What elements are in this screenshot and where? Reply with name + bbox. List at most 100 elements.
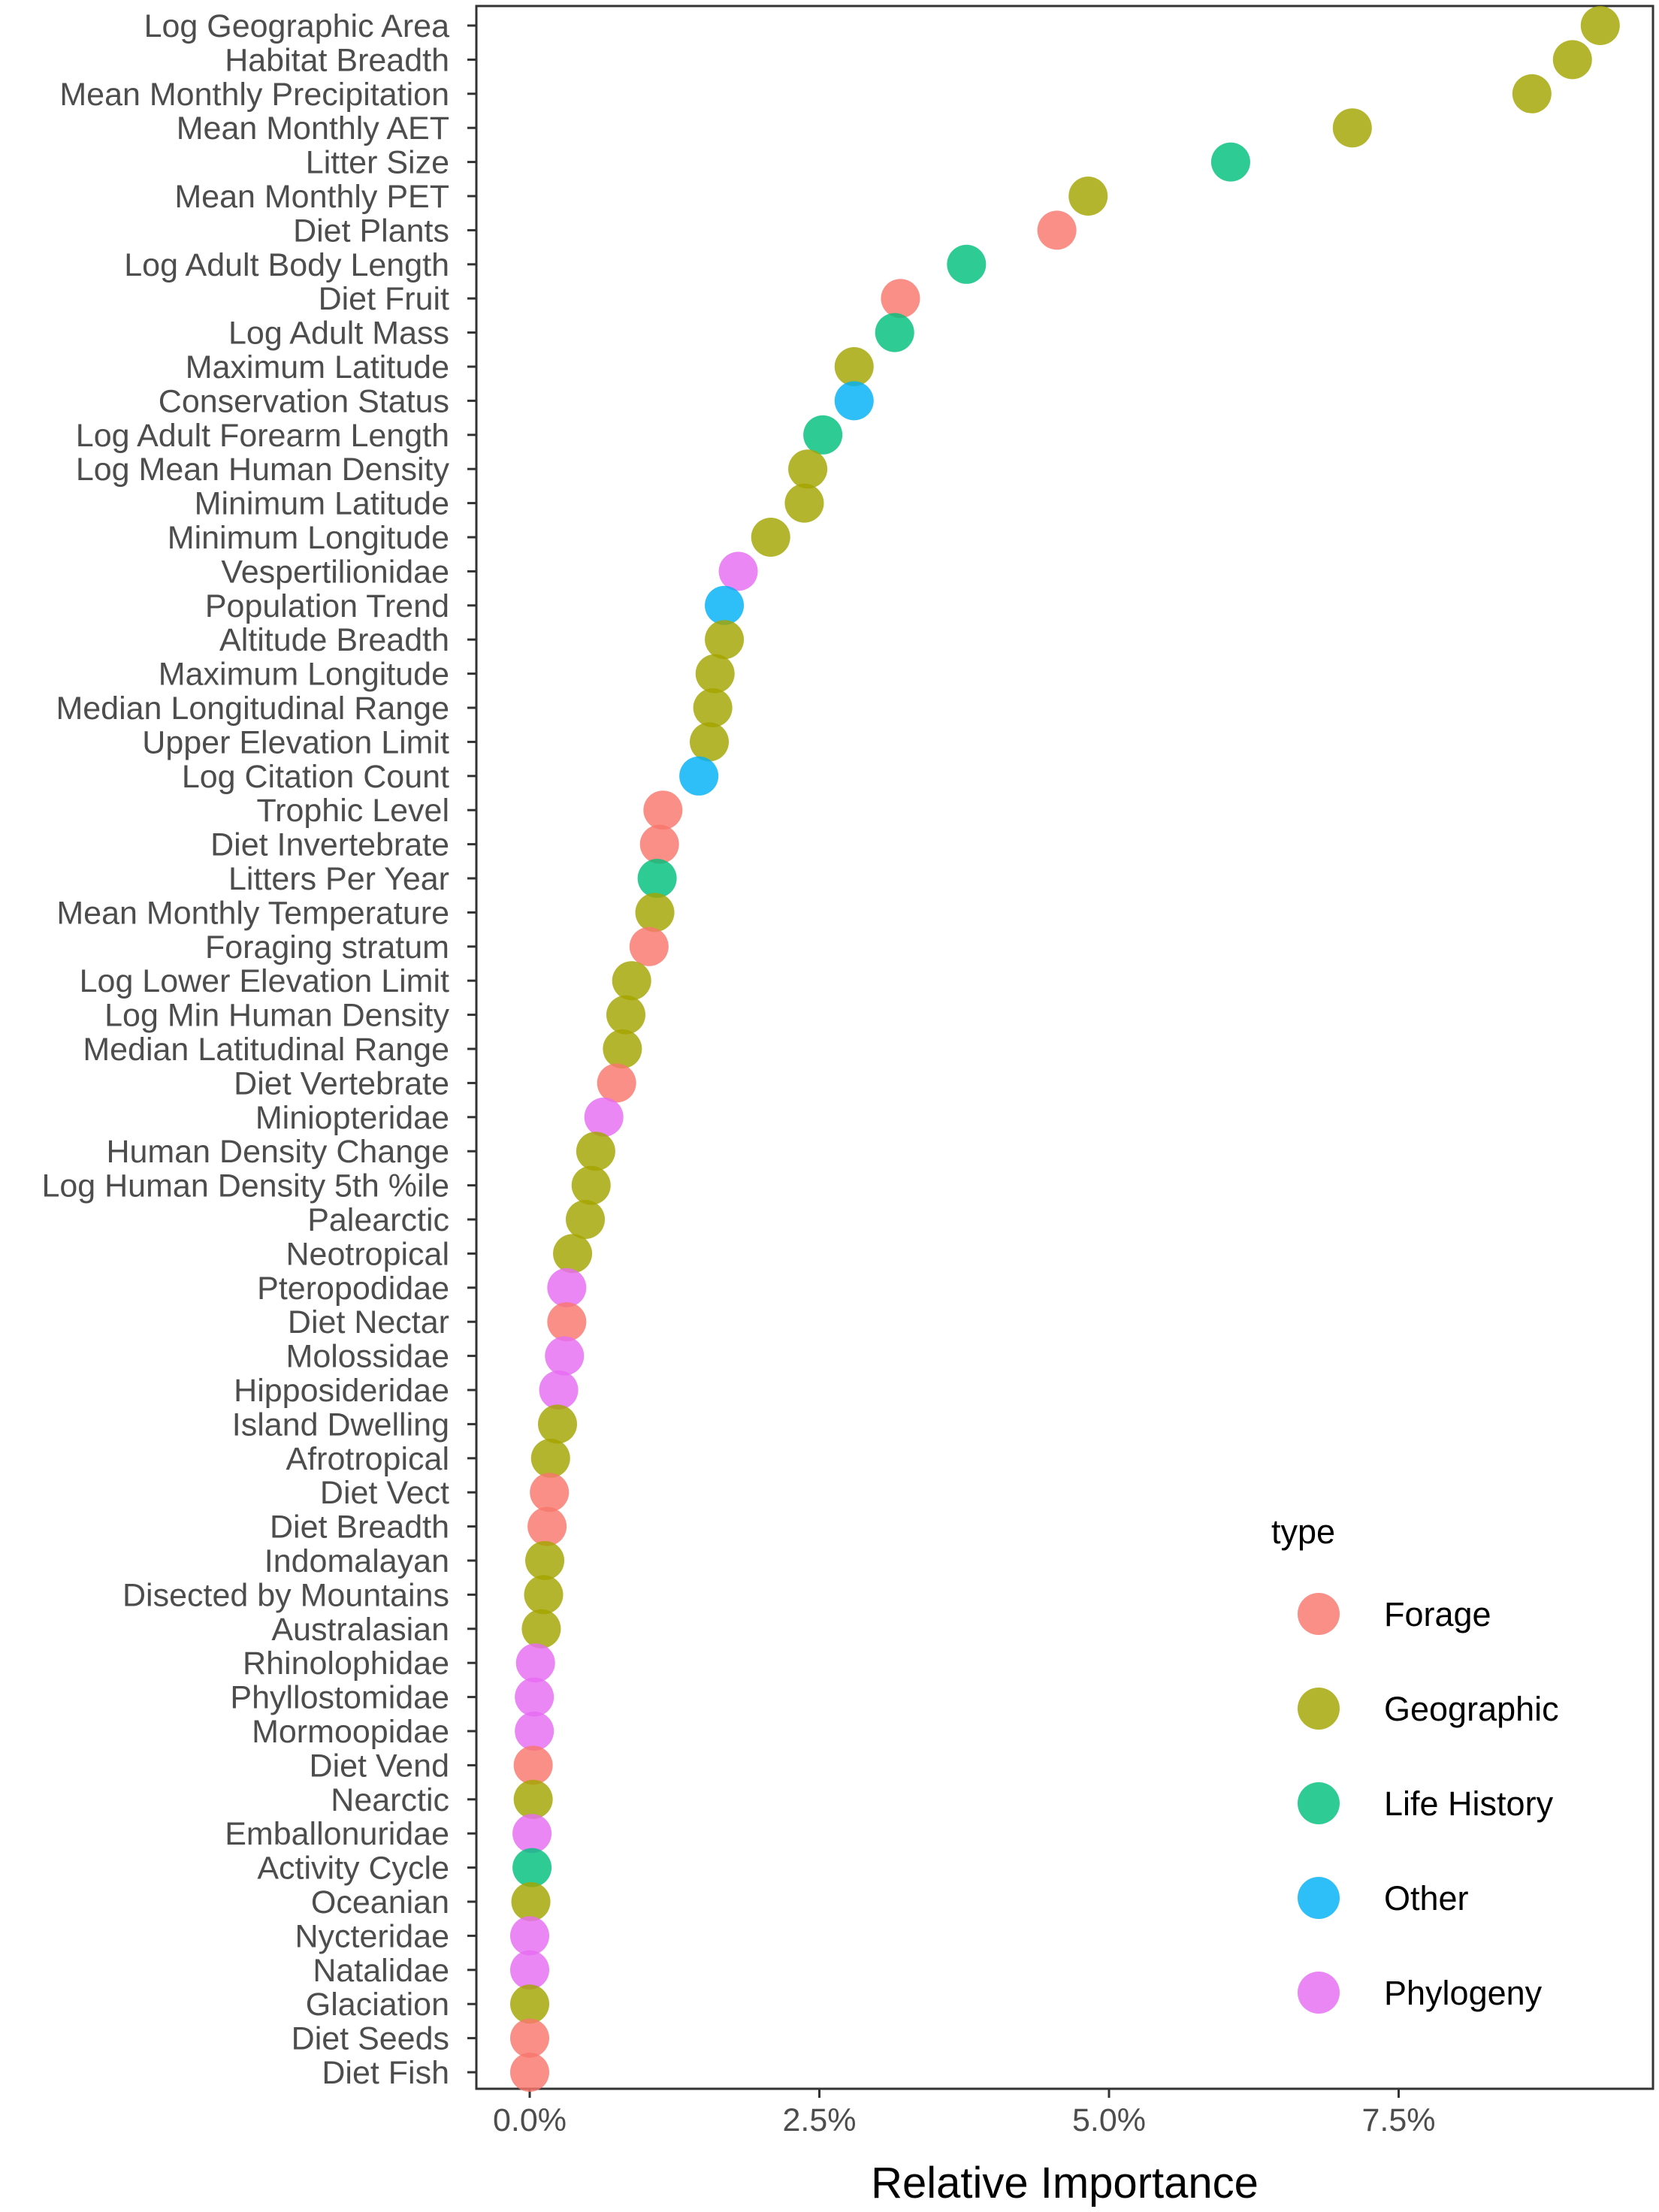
y-tick-label: Palearctic — [307, 1202, 449, 1238]
data-point — [539, 1370, 579, 1410]
data-point — [705, 620, 745, 660]
y-tick-label: Natalidae — [313, 1953, 449, 1989]
data-points — [510, 6, 1620, 2092]
y-tick-label: Minimum Latitude — [195, 486, 449, 522]
data-point — [1552, 40, 1592, 80]
data-point — [705, 585, 745, 625]
legend-label: Geographic — [1384, 1690, 1559, 1728]
legend-label: Other — [1384, 1879, 1469, 1917]
panel-border — [475, 5, 1654, 2090]
y-tick-label: Log Mean Human Density — [76, 452, 450, 488]
y-tick-label: Diet Vend — [310, 1748, 449, 1784]
data-point — [1580, 6, 1620, 45]
data-point — [513, 1745, 553, 1785]
x-axis-labels: 0.0% 2.5% 5.0% 7.5% — [493, 2102, 1436, 2138]
y-tick-label: Diet Vertebrate — [234, 1065, 449, 1101]
data-point — [512, 1848, 552, 1887]
y-tick-label: Median Longitudinal Range — [56, 690, 449, 727]
y-tick-label: Diet Breadth — [270, 1509, 449, 1546]
y-tick-label: Mormoopidae — [252, 1714, 449, 1750]
y-tick-label: Altitude Breadth — [219, 622, 449, 658]
y-tick-label: Indomalayan — [264, 1543, 449, 1579]
x-tick-label: 5.0% — [1072, 2102, 1146, 2138]
x-tick-label: 2.5% — [782, 2102, 856, 2138]
y-tick-label: Log Adult Mass — [228, 316, 449, 352]
y-tick-label: Nearctic — [331, 1782, 449, 1818]
y-tick-label: Maximum Longitude — [159, 657, 449, 693]
y-tick-label: Emballonuridae — [225, 1816, 449, 1852]
legend-key — [1298, 1688, 1340, 1730]
y-tick-label: Mean Monthly Precipitation — [59, 77, 449, 113]
legend-key — [1298, 1877, 1340, 1919]
data-point — [566, 1200, 606, 1239]
y-tick-label: Mean Monthly Temperature — [56, 895, 449, 931]
y-tick-label: Glaciation — [306, 1987, 449, 2023]
data-point — [1512, 74, 1552, 113]
data-point — [510, 1916, 549, 1956]
data-point — [511, 1882, 551, 1921]
y-tick-label: Population Trend — [205, 588, 449, 624]
y-tick-label: Litter Size — [306, 145, 449, 181]
legend-title: type — [1271, 1512, 1335, 1551]
data-point — [545, 1336, 585, 1376]
data-point — [612, 961, 651, 1001]
y-tick-label: Log Adult Body Length — [124, 247, 449, 283]
data-point — [576, 1132, 615, 1171]
legend-key — [1298, 1972, 1340, 2014]
data-point — [629, 926, 669, 966]
data-point — [603, 1029, 642, 1068]
x-tick-label: 0.0% — [493, 2102, 567, 2138]
y-tick-label: Log Citation Count — [182, 759, 449, 795]
data-point — [881, 279, 920, 319]
data-point — [515, 1643, 555, 1683]
y-tick-label: Australasian — [271, 1612, 449, 1648]
legend-label: Phylogeny — [1384, 1974, 1543, 2012]
x-axis-ticks — [528, 2089, 1400, 2098]
legend-label: Life History — [1384, 1784, 1554, 1823]
y-tick-label: Log Adult Forearm Length — [76, 418, 449, 454]
data-point — [635, 893, 675, 932]
y-tick-label: Oceanian — [311, 1884, 449, 1920]
data-point — [803, 415, 843, 455]
legend-key — [1298, 1782, 1340, 1824]
x-tick-label: 7.5% — [1361, 2102, 1435, 2138]
y-tick-label: Human Density Change — [106, 1134, 449, 1170]
data-point — [553, 1234, 593, 1274]
y-tick-label: Foraging stratum — [205, 929, 449, 965]
data-point — [695, 654, 735, 694]
data-point — [718, 551, 758, 591]
y-tick-label: Disected by Mountains — [122, 1577, 449, 1613]
y-tick-label: Upper Elevation Limit — [142, 724, 449, 760]
y-tick-label: Phyllostomidae — [230, 1680, 449, 1716]
data-point — [1210, 142, 1250, 182]
y-tick-label: Diet Plants — [293, 213, 449, 249]
y-tick-label: Diet Fish — [322, 2055, 449, 2091]
data-point — [513, 1779, 553, 1819]
y-tick-label: Pteropodidae — [257, 1271, 449, 1307]
data-point — [524, 1575, 564, 1615]
y-tick-label: Diet Vect — [320, 1475, 449, 1511]
data-point — [547, 1268, 587, 1307]
y-tick-label: Diet Nectar — [288, 1304, 449, 1340]
legend-label: Forage — [1384, 1595, 1491, 1633]
data-point — [584, 1097, 624, 1137]
data-point — [547, 1302, 587, 1342]
x-axis-title: Relative Importance — [871, 2159, 1259, 2207]
data-point — [834, 347, 874, 386]
legend-key — [1298, 1593, 1340, 1635]
data-point — [530, 1438, 570, 1478]
y-tick-label: Diet Invertebrate — [210, 827, 449, 863]
data-point — [527, 1506, 567, 1546]
data-point — [515, 1712, 555, 1751]
y-tick-label: Activity Cycle — [257, 1851, 449, 1887]
y-tick-label: Miniopteridae — [255, 1100, 449, 1136]
data-point — [643, 790, 683, 830]
data-point — [637, 859, 677, 898]
legend: type Forage Geographic Life History Other Ph… — [1271, 1512, 1559, 2014]
y-tick-label: Rhinolophidae — [243, 1645, 449, 1682]
data-point — [530, 1473, 570, 1512]
data-point — [1068, 177, 1108, 216]
data-point — [690, 722, 730, 762]
y-tick-label: Litters Per Year — [228, 861, 449, 897]
